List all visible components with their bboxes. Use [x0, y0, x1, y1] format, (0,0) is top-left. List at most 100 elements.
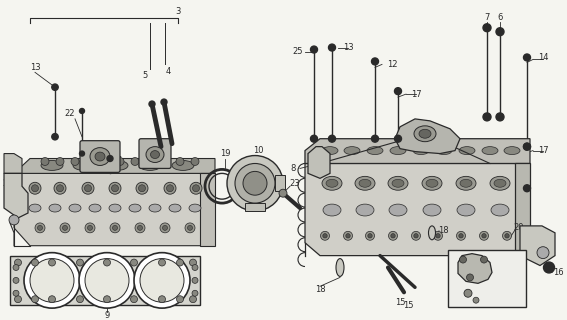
Circle shape [159, 259, 166, 266]
Circle shape [57, 185, 64, 192]
Circle shape [85, 223, 95, 233]
Polygon shape [4, 154, 22, 173]
Circle shape [9, 215, 19, 225]
Circle shape [320, 231, 329, 240]
Ellipse shape [482, 147, 498, 155]
Circle shape [480, 231, 489, 240]
Circle shape [243, 172, 267, 195]
Text: 25: 25 [293, 47, 303, 56]
Circle shape [79, 151, 84, 156]
Text: 12: 12 [387, 60, 397, 69]
Text: 10: 10 [253, 146, 263, 155]
Circle shape [15, 259, 22, 266]
Ellipse shape [69, 204, 81, 212]
Circle shape [138, 185, 146, 192]
Circle shape [388, 231, 397, 240]
Ellipse shape [29, 204, 41, 212]
Circle shape [523, 143, 531, 150]
Circle shape [227, 156, 283, 211]
Circle shape [436, 234, 440, 238]
Ellipse shape [392, 179, 404, 187]
Ellipse shape [322, 176, 342, 190]
Circle shape [146, 157, 154, 165]
Polygon shape [200, 173, 215, 246]
Circle shape [30, 259, 74, 302]
Circle shape [521, 231, 530, 240]
Circle shape [13, 265, 19, 270]
Circle shape [116, 157, 124, 165]
Circle shape [176, 296, 184, 303]
Ellipse shape [150, 151, 159, 158]
Circle shape [41, 157, 49, 165]
Circle shape [192, 277, 198, 283]
Circle shape [412, 231, 421, 240]
Circle shape [395, 88, 401, 95]
Circle shape [163, 225, 167, 230]
Circle shape [35, 223, 45, 233]
Circle shape [192, 265, 198, 270]
Circle shape [395, 135, 401, 142]
Text: 3: 3 [175, 7, 181, 16]
Text: 4: 4 [166, 67, 171, 76]
Ellipse shape [491, 204, 509, 216]
Circle shape [523, 54, 531, 61]
Ellipse shape [139, 161, 161, 171]
Ellipse shape [423, 204, 441, 216]
Circle shape [134, 253, 190, 308]
Circle shape [107, 156, 113, 162]
FancyBboxPatch shape [80, 141, 120, 172]
Polygon shape [305, 164, 530, 256]
Circle shape [52, 133, 58, 140]
Ellipse shape [490, 176, 510, 190]
Circle shape [391, 234, 395, 238]
Ellipse shape [460, 179, 472, 187]
Bar [448, 250, 526, 307]
Circle shape [523, 143, 531, 150]
Ellipse shape [459, 147, 475, 155]
Circle shape [164, 182, 176, 194]
Circle shape [434, 231, 442, 240]
Ellipse shape [41, 161, 63, 171]
Ellipse shape [169, 204, 181, 212]
Ellipse shape [419, 129, 431, 138]
Text: 17: 17 [538, 146, 548, 155]
Polygon shape [14, 158, 215, 173]
Circle shape [161, 157, 169, 165]
Circle shape [32, 296, 39, 303]
Circle shape [483, 24, 491, 32]
Circle shape [112, 185, 119, 192]
Circle shape [190, 182, 202, 194]
Ellipse shape [129, 204, 141, 212]
Circle shape [185, 223, 195, 233]
Circle shape [344, 231, 353, 240]
Circle shape [496, 28, 504, 36]
Circle shape [311, 46, 318, 53]
Circle shape [49, 296, 56, 303]
Ellipse shape [322, 147, 338, 155]
Circle shape [101, 157, 109, 165]
Circle shape [414, 234, 418, 238]
Circle shape [37, 225, 43, 230]
Circle shape [188, 225, 193, 230]
Circle shape [29, 182, 41, 194]
Ellipse shape [336, 259, 344, 276]
Circle shape [110, 223, 120, 233]
Circle shape [159, 296, 166, 303]
Circle shape [56, 157, 64, 165]
Ellipse shape [436, 147, 452, 155]
Text: 22: 22 [65, 109, 75, 118]
Ellipse shape [426, 179, 438, 187]
Circle shape [79, 253, 135, 308]
Ellipse shape [95, 152, 105, 161]
Ellipse shape [456, 176, 476, 190]
Circle shape [473, 297, 479, 303]
Circle shape [505, 234, 509, 238]
Circle shape [483, 113, 491, 121]
Circle shape [49, 259, 56, 266]
Circle shape [480, 256, 488, 263]
Circle shape [15, 296, 22, 303]
Circle shape [459, 234, 463, 238]
Polygon shape [308, 147, 330, 178]
Circle shape [112, 225, 117, 230]
Ellipse shape [388, 176, 408, 190]
